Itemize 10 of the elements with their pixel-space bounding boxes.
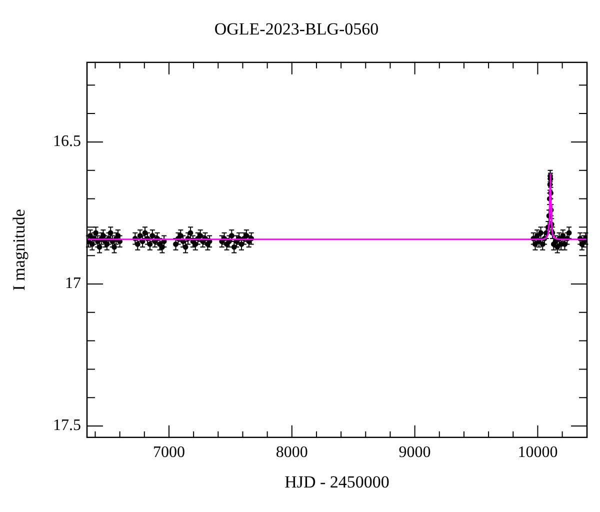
y-tick-label: 16.5 xyxy=(53,133,81,150)
chart-title: OGLE-2023-BLG-0560 xyxy=(214,20,379,39)
x-tick-label: 7000 xyxy=(152,444,185,462)
x-axis-title: HJD - 2450000 xyxy=(284,472,390,492)
y-tick-label: 17 xyxy=(65,275,81,292)
x-tick-label: 9000 xyxy=(398,444,431,462)
y-axis-title: I magnitude xyxy=(10,209,29,291)
x-tick-label: 8000 xyxy=(276,444,308,462)
y-tick-label: 17.5 xyxy=(53,417,81,434)
x-tick-label: 10000 xyxy=(518,444,558,462)
